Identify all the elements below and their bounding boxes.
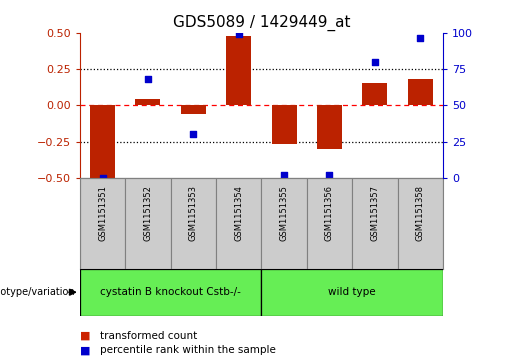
Bar [226,36,251,105]
Text: wild type: wild type [329,287,376,297]
Bar [352,178,398,269]
Text: genotype/variation: genotype/variation [0,287,75,297]
Point [189,131,197,137]
Text: GSM1151356: GSM1151356 [325,185,334,241]
Bar [90,105,115,178]
Bar [261,269,443,316]
Point [234,31,243,37]
Bar [181,105,206,114]
Point [98,175,107,181]
Text: ■: ■ [80,331,90,341]
Bar [363,83,387,105]
Text: GSM1151358: GSM1151358 [416,185,425,241]
Text: GSM1151352: GSM1151352 [143,185,152,241]
Text: percentile rank within the sample: percentile rank within the sample [100,345,277,355]
Text: transformed count: transformed count [100,331,198,341]
Bar [408,79,433,105]
Bar [170,178,216,269]
Text: cystatin B knockout Cstb-/-: cystatin B knockout Cstb-/- [100,287,241,297]
Text: GSM1151355: GSM1151355 [280,185,288,241]
Bar [125,178,170,269]
Title: GDS5089 / 1429449_at: GDS5089 / 1429449_at [173,15,350,31]
Bar [261,178,307,269]
Bar [271,105,297,144]
Bar [80,269,261,316]
Text: GSM1151354: GSM1151354 [234,185,243,241]
Point [416,36,424,41]
Text: GSM1151357: GSM1151357 [370,185,380,241]
Bar [216,178,261,269]
Point [371,59,379,65]
Bar [317,105,342,149]
Text: ■: ■ [80,345,90,355]
Text: GSM1151353: GSM1151353 [189,185,198,241]
Bar [307,178,352,269]
Point [280,172,288,178]
Bar [80,178,125,269]
Bar [398,178,443,269]
Point [325,172,334,178]
Bar [135,99,160,105]
Text: GSM1151351: GSM1151351 [98,185,107,241]
Point [144,76,152,82]
